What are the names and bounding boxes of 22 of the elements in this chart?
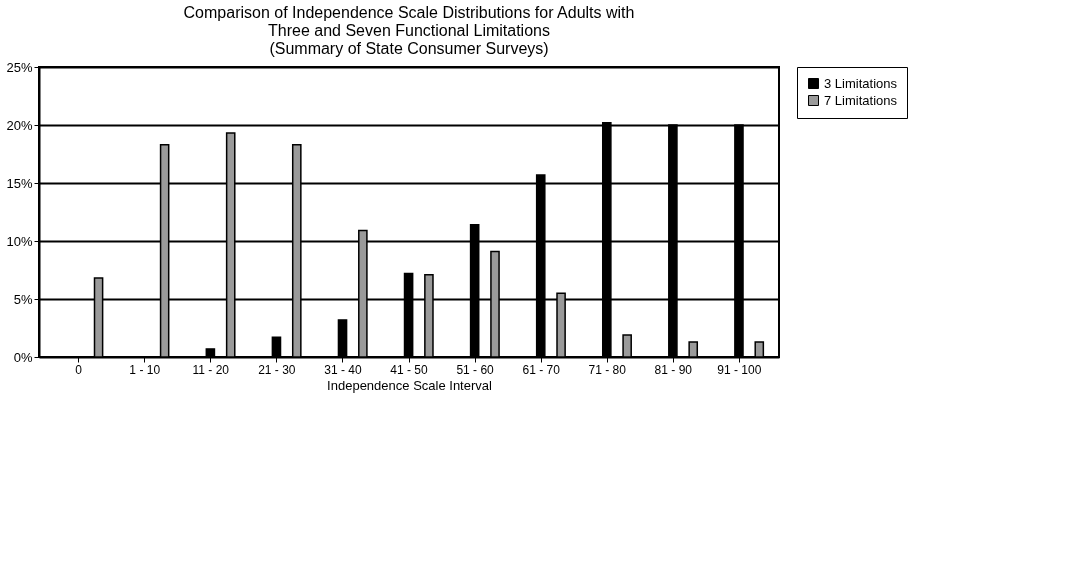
y-tick-label: 0%	[13, 349, 33, 365]
y-tick-label: 15%	[6, 175, 33, 191]
x-tick-label: 1 - 10	[129, 362, 161, 377]
x-tick-label: 91 - 100	[717, 362, 762, 377]
x-tick-label: 21 - 30	[258, 362, 296, 377]
y-tick-label: 10%	[6, 233, 33, 249]
x-tick-label: 51 - 60	[456, 362, 495, 377]
x-tick-label: 81 - 90	[654, 362, 693, 377]
chart-title: Comparison of Independence Scale Distributions for Adults with Three and Seven Functional Limitations	[183, 4, 635, 39]
chart-subtitle: (Summary of State Consumer Surveys)	[269, 40, 549, 57]
y-tick-label: 5%	[13, 291, 33, 307]
x-tick-label: 31 - 40	[324, 362, 362, 377]
x-tick-label: 71 - 80	[588, 362, 627, 377]
x-tick-label: 11 - 20	[192, 362, 230, 377]
legend-label: 3 Limitations	[824, 75, 898, 91]
legend-label: 7 Limitations	[824, 92, 898, 108]
y-tick-label: 20%	[6, 117, 33, 133]
x-tick-label: 61 - 70	[522, 362, 561, 377]
x-axis-title: Independence Scale Interval	[327, 377, 492, 393]
y-tick-label: 25%	[6, 59, 33, 75]
x-tick-label: 41 - 50	[390, 362, 429, 377]
x-tick-label: 0	[75, 362, 83, 377]
